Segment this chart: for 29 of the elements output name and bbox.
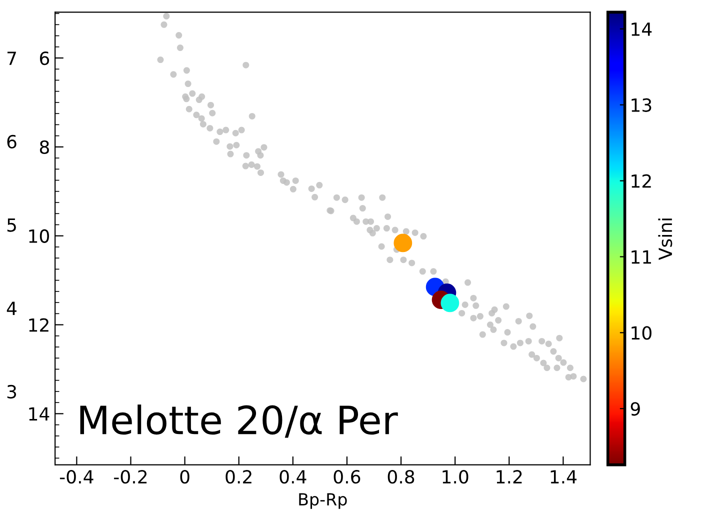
x-axis-title: Bp-Rp bbox=[299, 493, 347, 509]
x-tick-label: 0.8 bbox=[388, 470, 414, 484]
y-tick-label: 10 bbox=[29, 229, 50, 243]
y2-tick-label: 7 bbox=[8, 52, 16, 65]
color-bar-label: 11 bbox=[632, 250, 651, 264]
color-bar-label: 12 bbox=[632, 174, 651, 188]
color-bar-title: Vsini bbox=[658, 218, 672, 260]
color-bar-label: 13 bbox=[632, 98, 652, 112]
annotation: Melotte 20/α Per bbox=[80, 404, 398, 438]
x-tick-label: 0 bbox=[180, 470, 190, 484]
x-tick-label: 1.4 bbox=[550, 470, 577, 484]
y2-tick-label: 6 bbox=[7, 134, 16, 149]
y2-tick-label: 4 bbox=[6, 302, 16, 315]
x-tick-label: 1.2 bbox=[496, 470, 522, 484]
y-tick-label: 6 bbox=[40, 51, 50, 66]
x-tick-label: -0.4 bbox=[60, 470, 94, 484]
x-tick-label: 0.2 bbox=[226, 470, 252, 484]
y-tick-label: 14 bbox=[29, 407, 50, 421]
color-bar-label: 9 bbox=[630, 402, 640, 416]
color-bar-label: 14 bbox=[632, 22, 652, 36]
y-tick-label: 8 bbox=[40, 140, 49, 154]
x-tick-label: 0.4 bbox=[280, 470, 306, 484]
y2-tick-label: 5 bbox=[7, 218, 16, 232]
y2-tick-label: 3 bbox=[7, 384, 16, 399]
x-tick-label: 0.6 bbox=[334, 470, 360, 484]
x-tick-label: -0.2 bbox=[114, 470, 147, 484]
color-bar-label: 10 bbox=[632, 326, 652, 340]
x-tick-label: 1.0 bbox=[442, 470, 468, 484]
y-tick-label: 12 bbox=[29, 318, 48, 332]
